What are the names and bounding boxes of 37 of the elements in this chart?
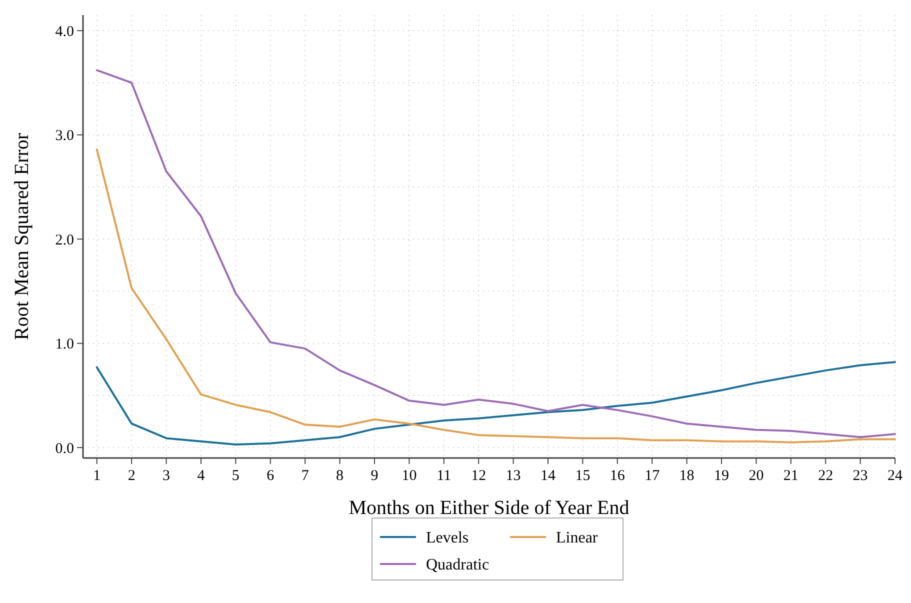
x-tick-label: 18	[679, 468, 694, 484]
x-tick-label: 3	[162, 468, 170, 484]
x-tick-label: 17	[644, 468, 660, 484]
y-tick-label: 0.0	[55, 440, 74, 457]
y-axis-title: Root Mean Squared Error	[11, 132, 33, 340]
x-tick-label: 8	[336, 468, 344, 484]
legend-label: Linear	[556, 530, 598, 547]
x-tick-label: 5	[232, 468, 240, 484]
line-series	[96, 148, 896, 444]
x-tick-label: 10	[402, 468, 417, 484]
x-tick-label: 11	[436, 468, 452, 484]
legend-label: Quadratic	[426, 556, 490, 574]
x-tick-label: 1	[93, 468, 101, 484]
line-series	[96, 361, 896, 446]
x-tick-label: 13	[506, 468, 521, 484]
x-tick-label: 7	[301, 468, 310, 484]
legend-label: Levels	[426, 530, 469, 547]
y-tick-label: 1.0	[55, 336, 74, 353]
x-tick-label: 4	[197, 468, 206, 484]
x-tick-label: 20	[748, 468, 764, 484]
x-tick-label: 24	[888, 468, 903, 484]
y-tick-label: 4.0	[55, 24, 74, 40]
y-tick-label: 3.0	[55, 128, 74, 144]
x-tick-label: 12	[471, 468, 486, 484]
x-axis-title: Months on Either Side of Year End	[348, 497, 630, 519]
x-tick-label: 9	[370, 468, 378, 484]
y-tick-label: 2.0	[55, 232, 74, 248]
x-tick-label: 19	[714, 468, 729, 484]
x-tick-label: 21	[783, 468, 798, 484]
line-series	[96, 69, 896, 438]
x-tick-label: 14	[540, 468, 556, 484]
x-tick-label: 23	[852, 468, 868, 484]
x-tick-label: 22	[818, 468, 834, 484]
x-tick-label: 6	[266, 468, 275, 484]
x-tick-label: 16	[610, 468, 626, 484]
x-tick-label: 2	[128, 468, 136, 484]
x-tick-label: 15	[575, 468, 590, 484]
